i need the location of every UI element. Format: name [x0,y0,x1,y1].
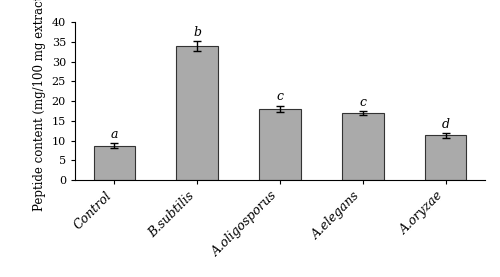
Bar [425,135,467,180]
Text: b: b [193,26,201,39]
Text: a: a [110,128,118,141]
Y-axis label: Peptide content (mg/100 mg extract): Peptide content (mg/100 mg extract) [33,0,46,211]
Text: c: c [360,96,366,109]
Bar [94,146,135,180]
Bar [260,109,300,180]
Bar [342,113,384,180]
Text: c: c [276,91,283,104]
Bar [176,46,218,180]
Text: d: d [442,118,450,131]
